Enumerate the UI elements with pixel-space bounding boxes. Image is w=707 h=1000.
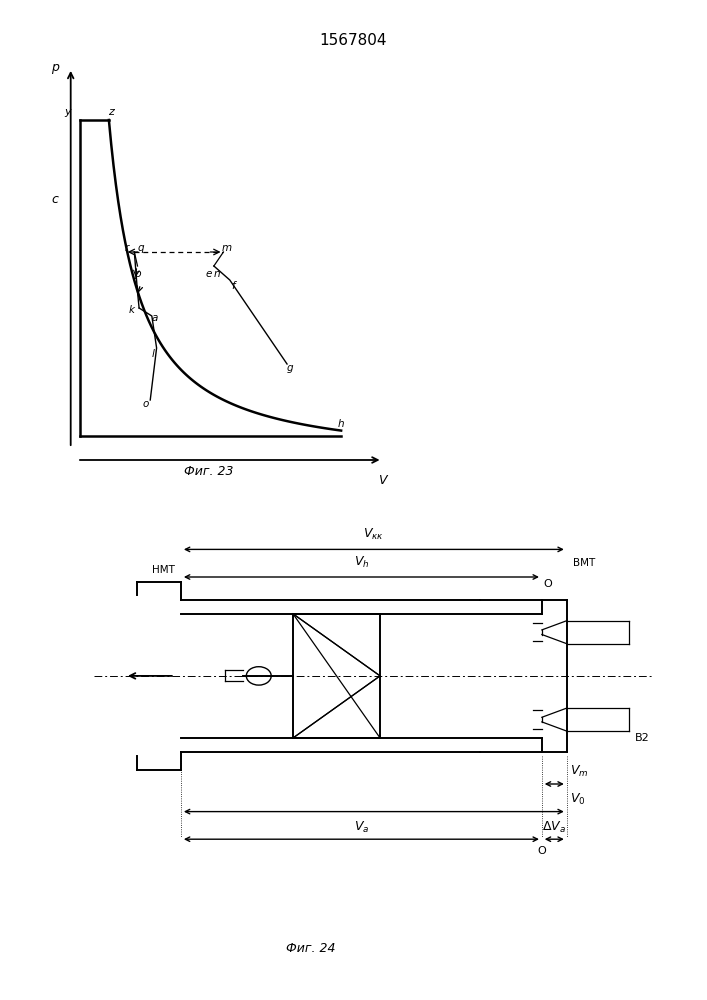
- Text: m: m: [221, 243, 232, 253]
- Text: O: O: [537, 846, 547, 856]
- Text: $\Delta V_a$: $\Delta V_a$: [542, 820, 566, 835]
- Text: r: r: [124, 243, 129, 253]
- Text: l: l: [152, 349, 155, 359]
- Text: ВМТ: ВМТ: [573, 558, 595, 568]
- Text: Фиг. 23: Фиг. 23: [184, 465, 233, 478]
- Text: z: z: [107, 107, 113, 117]
- Text: k: k: [128, 305, 134, 315]
- Text: $V_a$: $V_a$: [354, 820, 369, 835]
- Text: O: O: [544, 579, 552, 589]
- Text: $V_{\kappa\kappa}$: $V_{\kappa\kappa}$: [363, 527, 385, 542]
- Text: B2: B2: [635, 733, 650, 743]
- Text: p: p: [134, 269, 141, 279]
- Text: $V_0$: $V_0$: [570, 792, 585, 807]
- Text: f: f: [231, 281, 235, 291]
- Text: e: e: [206, 269, 212, 279]
- Text: НМТ: НМТ: [152, 565, 175, 575]
- Text: y: y: [64, 107, 71, 117]
- Text: $V_m$: $V_m$: [570, 764, 588, 779]
- Text: p: p: [51, 61, 59, 74]
- Text: h: h: [338, 419, 344, 429]
- Text: a: a: [152, 313, 158, 323]
- Text: g: g: [287, 363, 293, 373]
- Text: $V_h$: $V_h$: [354, 555, 369, 570]
- Text: c: c: [52, 193, 58, 206]
- Text: Фиг. 24: Фиг. 24: [286, 942, 336, 955]
- Text: o: o: [142, 399, 148, 409]
- Text: 1567804: 1567804: [320, 33, 387, 48]
- Text: n: n: [214, 269, 221, 279]
- Text: V: V: [378, 474, 387, 487]
- Text: q: q: [137, 243, 144, 253]
